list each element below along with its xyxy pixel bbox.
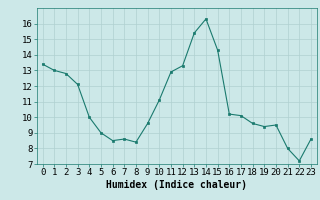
X-axis label: Humidex (Indice chaleur): Humidex (Indice chaleur) bbox=[106, 180, 247, 190]
